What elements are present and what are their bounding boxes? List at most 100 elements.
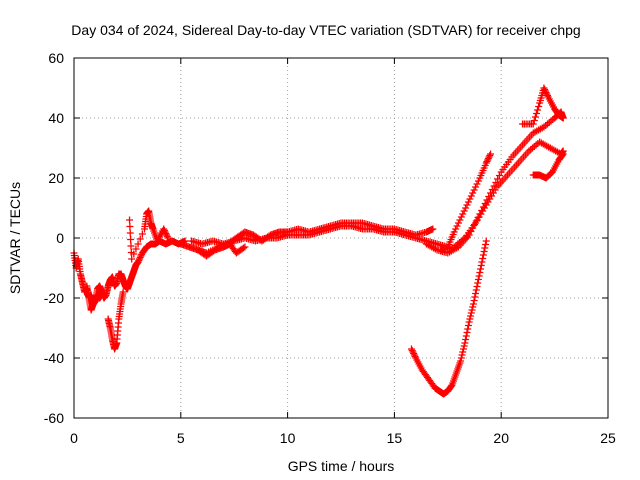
data-point	[463, 201, 471, 209]
data-point	[471, 293, 479, 301]
data-point	[453, 222, 461, 230]
data-point	[163, 233, 171, 240]
data-point	[132, 245, 140, 253]
data-point	[466, 195, 474, 203]
y-tick-label: -40	[44, 350, 64, 366]
data-point	[136, 255, 144, 263]
data-point	[467, 312, 475, 320]
y-tick-label: 60	[48, 50, 64, 66]
data-point	[161, 228, 169, 236]
y-tick-label: 20	[48, 170, 64, 186]
series-evening-rise-a	[422, 108, 567, 257]
data-point	[474, 276, 482, 283]
data-point	[461, 339, 469, 347]
chart-title: Day 034 of 2024, Sidereal Day-to-day VTE…	[71, 22, 580, 38]
series-spikes-3h	[126, 207, 172, 263]
data-point	[482, 237, 490, 245]
data-point	[532, 110, 540, 117]
data-point	[162, 230, 170, 237]
data-point	[470, 186, 478, 194]
data-point	[485, 153, 493, 161]
data-point	[410, 350, 418, 357]
data-point	[130, 250, 138, 258]
data-point	[465, 318, 473, 326]
data-point	[457, 354, 465, 362]
plot-frame	[73, 57, 609, 419]
data-point	[473, 180, 481, 188]
series-evening-rise-b	[437, 138, 567, 254]
data-point	[457, 213, 465, 221]
data-point	[127, 242, 135, 250]
data-point	[160, 225, 168, 233]
data-point	[138, 230, 146, 238]
data-point	[408, 347, 416, 354]
data-point	[460, 207, 468, 215]
data-point	[126, 216, 134, 224]
data-point	[462, 332, 470, 340]
data-point	[450, 228, 458, 236]
data-point	[447, 382, 455, 390]
data-point	[460, 342, 468, 350]
data-point	[470, 297, 478, 304]
data-point	[469, 300, 477, 308]
data-point	[477, 262, 485, 269]
data-point	[482, 159, 490, 167]
data-point	[474, 279, 482, 287]
data-point	[467, 192, 475, 200]
data-point	[459, 348, 467, 356]
data-point	[540, 84, 548, 92]
data-point	[466, 315, 474, 323]
data-point	[462, 204, 470, 212]
data-point	[486, 152, 494, 159]
data-point	[119, 288, 127, 296]
data-point	[456, 216, 464, 224]
x-tick-label: 25	[600, 430, 616, 446]
series-morning-wave	[177, 240, 249, 260]
data-point	[467, 309, 475, 317]
data-point	[126, 223, 134, 230]
x-tick-label: 15	[387, 430, 403, 446]
series-dip-1h	[83, 282, 106, 314]
data-point	[529, 120, 537, 128]
data-point	[559, 114, 567, 122]
series-dip-2h	[104, 288, 127, 353]
data-point	[407, 345, 415, 353]
data-point	[475, 272, 483, 280]
data-point	[477, 265, 485, 273]
data-point	[473, 283, 481, 290]
x-axis-label: GPS time / hours	[288, 458, 395, 474]
data-point	[126, 229, 134, 237]
data-point	[483, 158, 491, 165]
data-point	[128, 255, 136, 263]
x-tick-label: 5	[177, 430, 185, 446]
x-tick-label: 0	[70, 430, 78, 446]
data-point	[541, 86, 549, 93]
data-point	[458, 351, 466, 359]
data-point	[534, 106, 542, 114]
data-point	[530, 117, 538, 124]
data-point	[468, 306, 476, 314]
data-point	[163, 231, 171, 239]
data-point	[472, 183, 480, 191]
data-point	[476, 269, 484, 276]
y-tick-label: 40	[48, 110, 64, 126]
data-point	[531, 113, 539, 121]
data-point	[459, 345, 467, 353]
data-point	[452, 225, 460, 233]
y-tick-label: 0	[56, 230, 64, 246]
data-point	[135, 257, 143, 264]
data-point	[484, 155, 492, 162]
data-point	[464, 198, 472, 206]
data-point	[559, 150, 567, 158]
data-point	[127, 236, 135, 243]
data-point	[136, 235, 144, 243]
data-point	[472, 286, 480, 294]
data-point	[241, 243, 249, 251]
x-tick-labels: 0 5 10 15 20 25	[70, 430, 616, 446]
data-point	[469, 303, 477, 311]
data-point	[478, 258, 486, 266]
data-point	[164, 234, 172, 242]
data-point	[459, 210, 467, 218]
data-point	[134, 240, 142, 248]
